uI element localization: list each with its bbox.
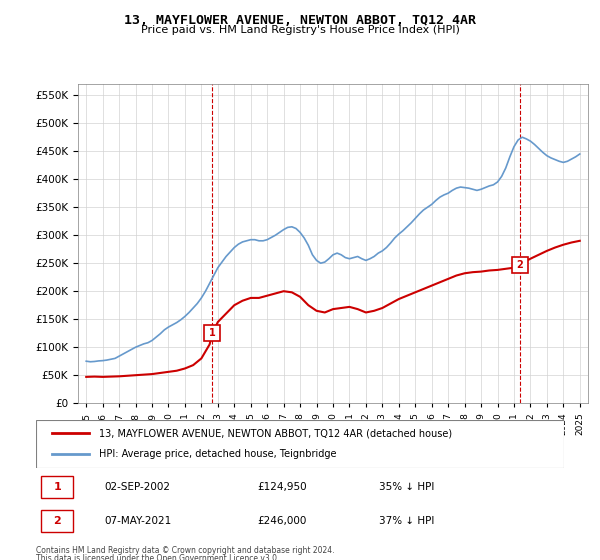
Text: 2: 2 xyxy=(517,260,523,270)
Text: 2: 2 xyxy=(53,516,61,526)
Text: 35% ↓ HPI: 35% ↓ HPI xyxy=(379,482,434,492)
Text: 1: 1 xyxy=(209,328,216,338)
FancyBboxPatch shape xyxy=(41,477,73,498)
Text: 13, MAYFLOWER AVENUE, NEWTON ABBOT, TQ12 4AR: 13, MAYFLOWER AVENUE, NEWTON ABBOT, TQ12… xyxy=(124,14,476,27)
Text: 07-MAY-2021: 07-MAY-2021 xyxy=(104,516,172,526)
Text: Contains HM Land Registry data © Crown copyright and database right 2024.: Contains HM Land Registry data © Crown c… xyxy=(36,546,335,555)
Text: HPI: Average price, detached house, Teignbridge: HPI: Average price, detached house, Teig… xyxy=(100,449,337,459)
Text: 02-SEP-2002: 02-SEP-2002 xyxy=(104,482,170,492)
Text: 37% ↓ HPI: 37% ↓ HPI xyxy=(379,516,434,526)
FancyBboxPatch shape xyxy=(36,420,564,468)
Text: £246,000: £246,000 xyxy=(258,516,307,526)
Text: Price paid vs. HM Land Registry's House Price Index (HPI): Price paid vs. HM Land Registry's House … xyxy=(140,25,460,35)
FancyBboxPatch shape xyxy=(41,510,73,532)
Text: £124,950: £124,950 xyxy=(258,482,307,492)
Text: This data is licensed under the Open Government Licence v3.0.: This data is licensed under the Open Gov… xyxy=(36,554,280,560)
Text: 1: 1 xyxy=(53,482,61,492)
Text: 13, MAYFLOWER AVENUE, NEWTON ABBOT, TQ12 4AR (detached house): 13, MAYFLOWER AVENUE, NEWTON ABBOT, TQ12… xyxy=(100,428,452,438)
